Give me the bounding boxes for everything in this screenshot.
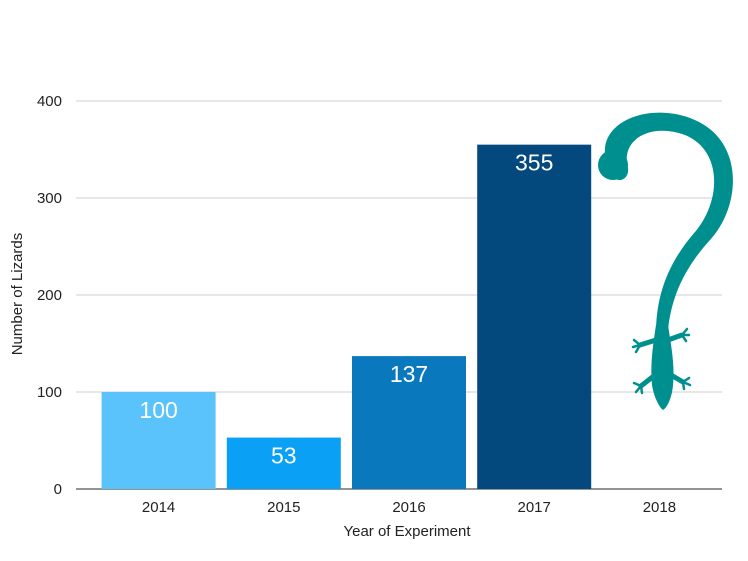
x-axis-ticks: 2014 2015 2016 2017 2018 [142, 499, 676, 516]
x-tick-label: 2017 [518, 499, 551, 516]
x-tick-label: 2014 [142, 499, 175, 516]
y-tick-label: 400 [37, 93, 62, 110]
bar-value-label: 100 [139, 397, 177, 423]
lizard-question-mark-icon [598, 112, 733, 410]
y-axis-ticks: 0 100 200 300 400 [37, 93, 62, 498]
y-tick-label: 200 [37, 287, 62, 304]
bars [101, 144, 592, 489]
x-tick-label: 2015 [267, 499, 300, 516]
x-axis-title: Year of Experiment [343, 523, 471, 540]
y-tick-label: 300 [37, 190, 62, 207]
y-tick-label: 0 [54, 481, 62, 498]
x-tick-label: 2018 [643, 499, 676, 516]
bar-value-label: 53 [271, 443, 297, 469]
y-axis-title: Number of Lizards [9, 233, 26, 356]
bar-2016 [352, 356, 466, 489]
bar-2015 [226, 437, 341, 489]
bar-value-label: 355 [515, 150, 553, 176]
bar-2014 [101, 392, 216, 489]
bar-value-label: 137 [390, 361, 428, 387]
x-tick-label: 2016 [392, 499, 425, 516]
bar-2017 [477, 144, 592, 489]
y-tick-label: 100 [37, 384, 62, 401]
bar-value-labels: 100 53 137 355 [139, 150, 553, 469]
